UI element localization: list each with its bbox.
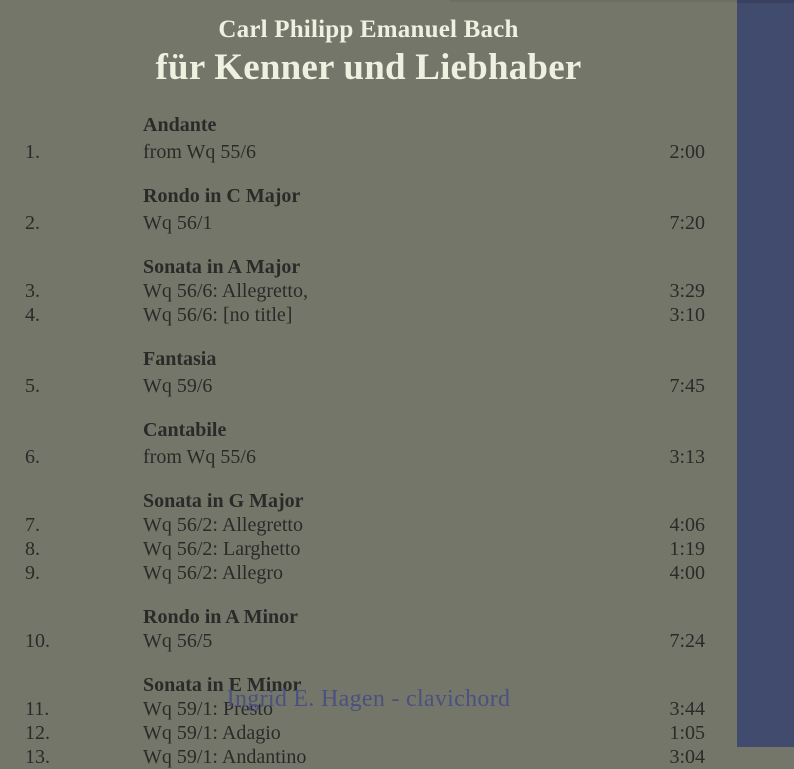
track-group-heading: Sonata in A Major <box>143 256 301 278</box>
track-subtitle: Wq 56/2: Larghetto <box>143 538 301 560</box>
track-duration: 3:44 <box>669 698 705 720</box>
album-title: für Kenner und Liebhaber <box>155 46 582 88</box>
track-group-heading: Andante <box>143 114 217 136</box>
track-duration: 3:10 <box>669 304 705 326</box>
track-subtitle: Wq 59/6 <box>143 375 213 397</box>
track-duration: 1:19 <box>669 538 705 560</box>
track-group: Cantabile 6. from Wq 55/6 3:13 <box>0 419 737 469</box>
track-row: 4. Wq 56/6: [no title] 3:10 <box>0 303 737 327</box>
top-hairline <box>450 0 737 2</box>
track-subtitle: Wq 56/1 <box>143 212 213 234</box>
track-duration: 3:13 <box>669 446 705 468</box>
composer-name: Carl Philipp Emanuel Bach <box>218 16 519 43</box>
track-row: 7. Wq 56/2: Allegretto 4:06 <box>0 513 737 537</box>
track-duration: 2:00 <box>669 141 705 163</box>
track-number: 9. <box>25 562 40 584</box>
track-subtitle: Wq 56/5 <box>143 630 213 652</box>
track-duration: 1:05 <box>669 722 705 744</box>
track-duration: 3:29 <box>669 280 705 302</box>
track-number: 4. <box>25 304 40 326</box>
track-duration: 7:24 <box>669 630 705 652</box>
track-row: 8. Wq 56/2: Larghetto 1:19 <box>0 537 737 561</box>
track-number: 7. <box>25 514 40 536</box>
track-number: 6. <box>25 446 40 468</box>
track-number: 1. <box>25 141 40 163</box>
track-duration: 7:45 <box>669 375 705 397</box>
track-group-heading: Rondo in C Major <box>143 185 301 207</box>
track-group-heading: Sonata in E Minor <box>143 674 302 696</box>
track-group: Sonata in A Major 3. Wq 56/6: Allegretto, 3… <box>0 256 737 327</box>
track-subtitle: Wq 56/2: Allegretto <box>143 514 303 536</box>
performer-credit: Ingrid E. Hagen - clavichord <box>226 686 511 712</box>
spine-top-edge <box>737 0 794 3</box>
track-duration: 4:00 <box>669 562 705 584</box>
track-number: 2. <box>25 212 40 234</box>
track-group-heading: Cantabile <box>143 419 227 441</box>
track-number: 3. <box>25 280 40 302</box>
track-number: 10. <box>25 630 50 652</box>
track-row: 10. Wq 56/5 7:24 <box>0 629 737 653</box>
track-subtitle: from Wq 55/6 <box>143 141 256 163</box>
track-row: 6. from Wq 55/6 3:13 <box>0 445 737 469</box>
track-row: 1. from Wq 55/6 2:00 <box>0 140 737 164</box>
tracklist: Andante 1. from Wq 55/6 2:00 Rondo in C Majo… <box>0 114 737 769</box>
track-number: 8. <box>25 538 40 560</box>
track-number: 5. <box>25 375 40 397</box>
track-subtitle: Wq 56/6: [no title] <box>143 304 293 326</box>
track-subtitle: Wq 59/1: Presto <box>143 698 273 720</box>
track-group: Rondo in C Major 2. Wq 56/1 7:20 <box>0 185 737 235</box>
spine-panel <box>737 0 794 747</box>
track-group: Andante 1. from Wq 55/6 2:00 <box>0 114 737 164</box>
track-duration: 7:20 <box>669 212 705 234</box>
track-group-heading: Fantasia <box>143 348 217 370</box>
track-row: 3. Wq 56/6: Allegretto, 3:29 <box>0 279 737 303</box>
track-row: 11. Wq 59/1: Presto 3:44 <box>0 697 737 721</box>
track-row: 2. Wq 56/1 7:20 <box>0 211 737 235</box>
header-block: Carl Philipp Emanuel Bach für Kenner und… <box>0 16 737 89</box>
track-duration: 3:04 <box>669 746 705 768</box>
track-row: 5. Wq 59/6 7:45 <box>0 374 737 398</box>
track-group: Fantasia 5. Wq 59/6 7:45 <box>0 348 737 398</box>
track-group-heading: Sonata in G Major <box>143 490 304 512</box>
track-row: 12. Wq 59/1: Adagio 1:05 <box>0 721 737 745</box>
track-duration: 4:06 <box>669 514 705 536</box>
track-number: 13. <box>25 746 50 768</box>
track-subtitle: Wq 56/6: Allegretto, <box>143 280 308 302</box>
track-subtitle: Wq 59/1: Andantino <box>143 746 307 768</box>
track-number: 12. <box>25 722 50 744</box>
track-group: Rondo in A Minor 10. Wq 56/5 7:24 <box>0 606 737 653</box>
track-row: 9. Wq 56/2: Allegro 4:00 <box>0 561 737 585</box>
track-number: 11. <box>25 698 50 720</box>
track-group-heading: Rondo in A Minor <box>143 606 299 628</box>
track-group: Sonata in G Major 7. Wq 56/2: Allegretto 4:… <box>0 490 737 585</box>
track-subtitle: Wq 56/2: Allegro <box>143 562 283 584</box>
track-subtitle: from Wq 55/6 <box>143 446 256 468</box>
track-row: 13. Wq 59/1: Andantino 3:04 <box>0 745 737 769</box>
track-subtitle: Wq 59/1: Adagio <box>143 722 281 744</box>
